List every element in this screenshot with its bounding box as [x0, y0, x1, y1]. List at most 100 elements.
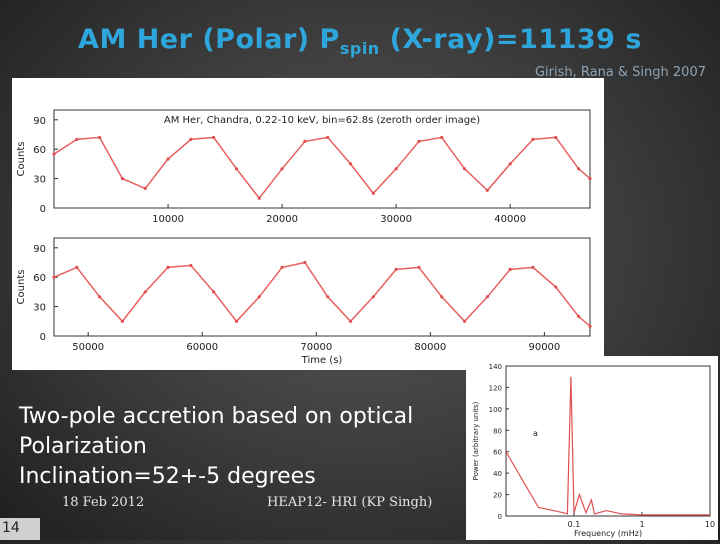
- x-tick-label: 30000: [380, 214, 412, 225]
- ps-y-tick-label: 120: [489, 384, 502, 392]
- data-point: [554, 135, 558, 140]
- data-point: [394, 267, 398, 271]
- data-point: [348, 162, 353, 166]
- data-point: [326, 295, 330, 299]
- ps-y-tick-label: 100: [489, 406, 502, 414]
- data-point: [234, 319, 239, 323]
- body-line-3: Inclination=52+-5 degrees: [19, 464, 316, 489]
- data-point: [120, 319, 125, 323]
- data-point: [303, 260, 307, 265]
- y-tick-label: 30: [33, 303, 46, 314]
- data-point: [462, 167, 467, 171]
- light-curve-series: [53, 261, 591, 327]
- x-tick-label: 70000: [300, 342, 332, 353]
- data-point: [485, 188, 489, 192]
- ps-x-axis-label: Frequency (mHz): [574, 529, 642, 538]
- power-spectrum-svg: 0 20 40 60 80 100 120 140 0.1 1 10 Frequency (mHz) P…: [472, 363, 715, 538]
- y-tick-label: 30: [33, 175, 46, 186]
- data-point: [234, 167, 239, 171]
- y-tick-label: 0: [40, 332, 46, 343]
- data-point: [189, 263, 193, 268]
- data-point: [303, 139, 307, 143]
- data-point: [371, 191, 375, 195]
- plot-frame: [53, 237, 591, 337]
- ps-x-tick-label: 10: [705, 520, 715, 529]
- data-point: [166, 265, 170, 269]
- data-point: [508, 162, 512, 166]
- title-main: AM Her (Polar) P: [78, 24, 340, 55]
- ps-x-tick-label: 0.1: [568, 520, 581, 529]
- data-point: [348, 319, 353, 323]
- ps-y-tick-label: 20: [493, 492, 502, 500]
- body-line-1: Two-pole accretion based on optical: [19, 404, 414, 429]
- y-tick-label: 0: [40, 204, 46, 215]
- data-point: [143, 290, 147, 294]
- credit-text: Girish, Rana & Singh 2007: [534, 65, 706, 80]
- y-axis-label: Counts: [16, 270, 27, 305]
- data-point: [189, 137, 193, 141]
- x-axis-label: Time (s): [301, 355, 343, 366]
- data-point: [98, 295, 102, 299]
- x-tick-label: 50000: [72, 342, 104, 353]
- ps-y-axis-label: Power (arbitrary units): [472, 401, 480, 480]
- footer-date: 18 Feb 2012: [62, 495, 145, 510]
- x-tick-label: 90000: [528, 342, 560, 353]
- light-curve-figure: AM Her, Chandra, 0.22-10 keV, bin=62.8s …: [12, 78, 604, 370]
- data-point: [394, 167, 398, 171]
- data-point: [212, 290, 216, 294]
- x-tick-label: 20000: [266, 214, 298, 225]
- data-point: [588, 324, 592, 328]
- data-point: [98, 135, 102, 140]
- data-point: [120, 177, 125, 181]
- data-point: [554, 285, 558, 289]
- data-point: [531, 137, 535, 141]
- y-tick-label: 90: [33, 244, 46, 255]
- x-tick-label: 40000: [494, 214, 526, 225]
- data-point: [280, 265, 284, 269]
- data-point: [440, 295, 444, 299]
- data-point: [280, 167, 284, 171]
- ps-frame: [505, 365, 711, 517]
- data-point: [257, 295, 261, 299]
- x-tick-label: 60000: [186, 342, 218, 353]
- data-point: [417, 139, 421, 143]
- data-point: [576, 314, 581, 318]
- footer-center: HEAP12- HRI (KP Singh): [267, 495, 433, 510]
- light-curve-series: [53, 136, 591, 200]
- data-point: [257, 196, 261, 200]
- data-point: [417, 265, 421, 269]
- data-point: [462, 319, 467, 323]
- ps-y-tick-label: 60: [493, 449, 502, 457]
- data-point: [75, 137, 79, 141]
- data-point: [52, 275, 56, 279]
- chart-title: AM Her, Chandra, 0.22-10 keV, bin=62.8s …: [164, 115, 480, 126]
- ps-y-tick-label: 40: [493, 470, 502, 478]
- ps-y-tick-label: 80: [493, 427, 502, 435]
- data-point: [212, 135, 216, 140]
- data-point: [531, 265, 535, 269]
- y-tick-label: 60: [33, 145, 46, 156]
- ps-x-tick-label: 1: [639, 520, 644, 529]
- ps-annotation: a: [533, 429, 538, 438]
- ps-y-tick-label: 140: [489, 363, 502, 371]
- data-point: [576, 167, 581, 171]
- data-point: [52, 152, 56, 156]
- y-tick-label: 90: [33, 116, 46, 127]
- y-axis-label: Counts: [16, 142, 27, 177]
- data-point: [485, 295, 489, 299]
- slide-number: 14: [2, 520, 20, 536]
- data-point: [371, 295, 375, 299]
- power-spectrum-figure: 0 20 40 60 80 100 120 140 0.1 1 10 Frequency (mHz) P…: [466, 356, 718, 540]
- plot-frame: [53, 109, 591, 209]
- data-point: [508, 267, 512, 271]
- body-line-2: Polarization: [19, 434, 147, 459]
- x-tick-label: 80000: [414, 342, 446, 353]
- data-point: [143, 186, 147, 190]
- title-subscript: spin: [339, 39, 380, 58]
- data-point: [326, 135, 330, 140]
- power-spectrum-series: [505, 376, 710, 516]
- y-tick-label: 60: [33, 273, 46, 284]
- data-point: [440, 135, 444, 140]
- data-point: [75, 265, 79, 269]
- data-point: [166, 157, 170, 161]
